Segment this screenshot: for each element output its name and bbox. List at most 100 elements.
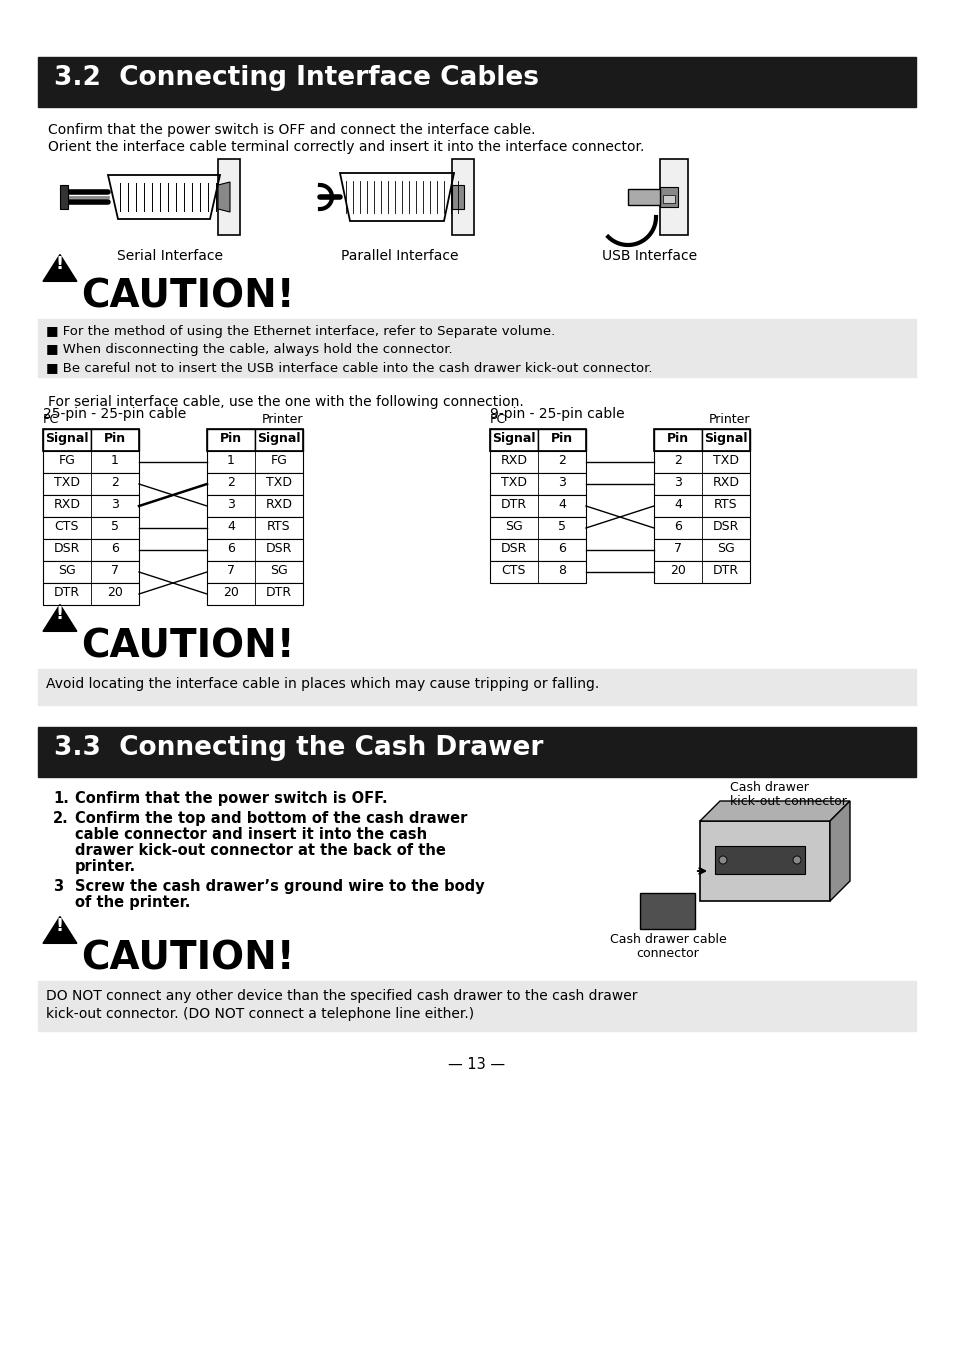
Bar (207, 539, 303, 561)
Text: TXD: TXD (500, 476, 526, 489)
Bar (654, 429, 749, 452)
Bar (490, 539, 585, 561)
Text: Printer: Printer (261, 412, 303, 426)
Text: RXD: RXD (53, 498, 80, 511)
Text: CAUTION!: CAUTION! (81, 277, 294, 315)
Text: connector: connector (636, 946, 699, 960)
Bar (490, 495, 585, 516)
Text: DSR: DSR (53, 542, 80, 556)
Text: 6: 6 (227, 542, 234, 556)
Bar (60, 185, 68, 210)
Bar (654, 516, 749, 539)
Bar (38, 57, 915, 107)
Text: RXD: RXD (712, 476, 739, 489)
Text: 20: 20 (669, 564, 685, 577)
Text: !: ! (56, 256, 64, 273)
Text: Screw the cash drawer’s ground wire to the body: Screw the cash drawer’s ground wire to t… (75, 879, 484, 894)
Text: Confirm the top and bottom of the cash drawer: Confirm the top and bottom of the cash d… (75, 811, 467, 826)
Text: kick-out connector. (DO NOT connect a telephone line either.): kick-out connector. (DO NOT connect a te… (46, 1007, 474, 1021)
Text: FG: FG (271, 454, 287, 466)
Text: PC: PC (490, 412, 506, 426)
Text: Confirm that the power switch is OFF and connect the interface cable.: Confirm that the power switch is OFF and… (48, 123, 535, 137)
Text: 20: 20 (223, 585, 238, 599)
Bar (654, 561, 749, 583)
Bar (490, 516, 585, 539)
Bar (43, 473, 139, 495)
Text: 6: 6 (111, 542, 119, 556)
Text: SG: SG (504, 521, 522, 533)
Text: DTR: DTR (712, 564, 739, 577)
Text: 7: 7 (111, 564, 119, 577)
Text: cable connector and insert it into the cash: cable connector and insert it into the c… (75, 827, 427, 842)
Bar (207, 429, 254, 452)
Bar (639, 894, 695, 929)
Bar (218, 160, 240, 235)
Text: RTS: RTS (267, 521, 291, 533)
Bar (714, 846, 804, 873)
Text: Signal: Signal (703, 433, 747, 445)
Polygon shape (43, 254, 77, 281)
Text: !: ! (56, 918, 64, 936)
Text: kick-out connector: kick-out connector (729, 795, 846, 808)
Text: Signal: Signal (257, 433, 300, 445)
Circle shape (792, 856, 801, 864)
Bar (490, 452, 585, 473)
Bar (490, 429, 537, 452)
Bar (207, 561, 303, 583)
Text: DO NOT connect any other device than the specified cash drawer to the cash drawe: DO NOT connect any other device than the… (46, 990, 637, 1003)
Text: TXD: TXD (54, 476, 80, 489)
Bar (43, 583, 139, 604)
Bar (207, 516, 303, 539)
Bar (207, 473, 303, 495)
Text: RXD: RXD (265, 498, 293, 511)
Bar (38, 727, 915, 777)
Text: ■ For the method of using the Ethernet interface, refer to Separate volume.: ■ For the method of using the Ethernet i… (46, 324, 555, 338)
Text: 3: 3 (674, 476, 681, 489)
Text: Printer: Printer (708, 412, 749, 426)
Text: Pin: Pin (104, 433, 126, 445)
Text: DSR: DSR (712, 521, 739, 533)
Bar (452, 185, 463, 210)
Text: 5: 5 (558, 521, 565, 533)
Text: of the printer.: of the printer. (75, 895, 191, 910)
Text: ■ When disconnecting the cable, always hold the connector.: ■ When disconnecting the cable, always h… (46, 343, 452, 356)
Bar (662, 195, 675, 203)
Bar (38, 319, 915, 377)
Text: drawer kick-out connector at the back of the: drawer kick-out connector at the back of… (75, 844, 445, 859)
Text: 3: 3 (111, 498, 119, 511)
Bar (43, 516, 139, 539)
Text: Signal: Signal (45, 433, 89, 445)
Text: 1: 1 (111, 454, 119, 466)
Text: 1.: 1. (53, 791, 69, 806)
Text: 7: 7 (673, 542, 681, 556)
Text: DSR: DSR (500, 542, 527, 556)
Circle shape (719, 856, 726, 864)
Text: 9-pin - 25-pin cable: 9-pin - 25-pin cable (490, 407, 624, 420)
Bar (43, 452, 139, 473)
Text: DSR: DSR (266, 542, 292, 556)
Text: Serial Interface: Serial Interface (117, 249, 223, 264)
Bar (654, 429, 701, 452)
Text: 2: 2 (558, 454, 565, 466)
Bar (207, 583, 303, 604)
Bar (490, 473, 585, 495)
Bar (537, 429, 585, 452)
Bar (700, 821, 829, 900)
Polygon shape (43, 917, 77, 944)
Text: CTS: CTS (54, 521, 79, 533)
Text: SG: SG (270, 564, 288, 577)
Text: SG: SG (58, 564, 76, 577)
Text: 6: 6 (674, 521, 681, 533)
Text: 5: 5 (111, 521, 119, 533)
Bar (490, 561, 585, 583)
Text: FG: FG (58, 454, 75, 466)
Text: 3.2  Connecting Interface Cables: 3.2 Connecting Interface Cables (54, 65, 538, 91)
Text: 6: 6 (558, 542, 565, 556)
Polygon shape (829, 800, 849, 900)
Bar (490, 429, 585, 452)
Text: Orient the interface cable terminal correctly and insert it into the interface c: Orient the interface cable terminal corr… (48, 141, 643, 154)
Bar (207, 452, 303, 473)
Bar (254, 429, 303, 452)
Text: 3.3  Connecting the Cash Drawer: 3.3 Connecting the Cash Drawer (54, 735, 543, 761)
Text: Parallel Interface: Parallel Interface (341, 249, 458, 264)
